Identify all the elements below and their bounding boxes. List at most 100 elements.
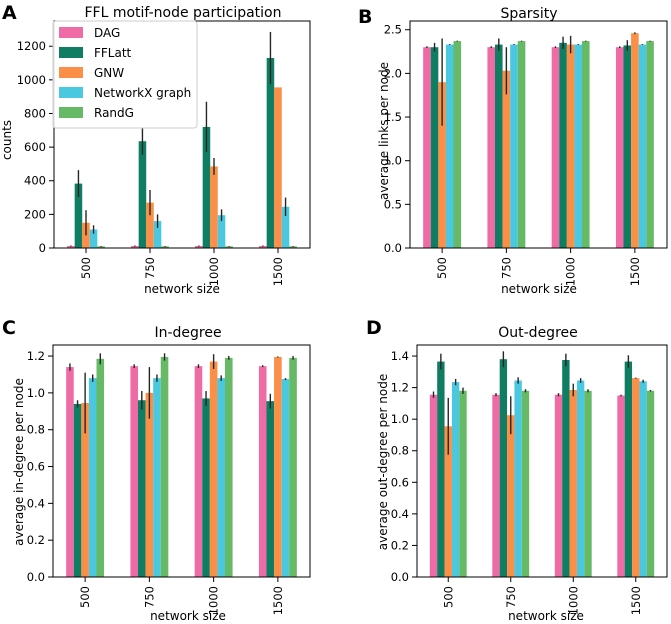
xtick-label-b-1: 750 (499, 257, 513, 279)
bar-d-1-3 (624, 361, 633, 577)
plot-frame-c (52, 344, 311, 578)
bar-c-3-3 (281, 379, 290, 577)
bar-d-0-0 (429, 394, 438, 577)
panel-c: C In-degree average in-degree per node n… (2, 317, 311, 623)
xtick-label-c-2: 1000 (207, 586, 221, 615)
bar-c-2-3 (274, 356, 282, 577)
panel-a: A FFL motif-node participation counts ne… (0, 2, 311, 296)
legend-swatch-randg (59, 107, 83, 118)
bar-b-0-3 (615, 47, 624, 248)
panel-d: D Out-degree average out-degree per node… (366, 317, 668, 623)
legend-label-dag: DAG (94, 26, 120, 40)
bar-b-1-0 (430, 47, 439, 248)
legend-label-gnw: GNW (94, 66, 124, 80)
xtick-label-d-1: 750 (504, 586, 518, 608)
bar-d-2-1 (507, 415, 515, 577)
bar-d-0-3 (617, 395, 625, 577)
bar-d-4-2 (584, 390, 592, 577)
bar-a-3-3 (281, 206, 290, 248)
bar-c-0-3 (258, 366, 267, 577)
bar-d-3-0 (451, 382, 460, 577)
panel-a-xlabel: network size (144, 282, 220, 296)
ytick-label-b-3: 1.5 (384, 110, 402, 124)
bar-c-0-0 (66, 367, 74, 577)
bar-a-3-2 (217, 215, 226, 248)
panel-c-plot: 0.0 0.2 0.4 0.6 0.8 1.0 1.2 500 750 1000 1500 (27, 344, 311, 615)
bar-d-4-3 (646, 390, 655, 577)
xtick-label-a-1: 750 (143, 257, 157, 279)
bar-a-1-0 (74, 183, 83, 248)
bar-d-0-2 (554, 394, 563, 577)
bar-b-3-1 (510, 44, 518, 249)
bar-d-3-1 (514, 380, 522, 577)
bar-c-0-1 (130, 366, 139, 577)
bar-b-2-2 (566, 44, 575, 249)
panel-b-xlabel: network size (501, 282, 577, 296)
panel-a-legend: DAG FFLatt GNW NetworkX graph RandG (52, 20, 198, 129)
bar-d-1-2 (562, 359, 570, 577)
bar-a-3-1 (153, 221, 162, 248)
bar-d-4-1 (521, 390, 530, 577)
ytick-label-a-3: 600 (24, 140, 46, 154)
bar-b-4-1 (517, 41, 526, 249)
bar-d-0-1 (492, 394, 500, 577)
bar-d-3-3 (639, 381, 647, 577)
bar-b-0-0 (423, 47, 431, 248)
bar-c-3-0 (88, 378, 97, 577)
bar-c-1-0 (73, 403, 82, 577)
bar-c-2-2 (209, 361, 218, 577)
bar-c-4-3 (289, 357, 297, 577)
panel-c-ylabel: average in-degree per node (12, 378, 26, 546)
bar-a-1-1 (138, 141, 147, 248)
bar-c-4-2 (224, 357, 233, 577)
bar-b-2-1 (502, 70, 511, 248)
panel-a-ylabel: counts (0, 120, 14, 160)
legend-swatch-gnw (59, 67, 83, 78)
bar-b-1-2 (559, 42, 567, 249)
ytick-label-a-1: 200 (24, 207, 46, 221)
bar-a-0-3 (259, 245, 267, 248)
bar-c-1-1 (138, 400, 146, 577)
panel-a-letter: A (2, 2, 17, 24)
bar-c-2-1 (145, 392, 154, 577)
bar-a-1-2 (202, 126, 211, 248)
bar-b-0-1 (487, 47, 496, 248)
bar-a-2-3 (274, 87, 282, 248)
panel-a-title: FFL motif-node participation (84, 5, 281, 21)
ytick-label-b-1: 0.5 (384, 197, 402, 211)
panel-b: B Sparsity average links per node networ… (358, 6, 668, 296)
ytick-label-d-6: 1.2 (391, 381, 409, 395)
panel-c-letter: C (2, 317, 16, 339)
xtick-label-c-1: 750 (142, 586, 156, 608)
ytick-label-a-0: 0 (39, 241, 46, 255)
bar-d-1-1 (499, 359, 508, 577)
legend-label-fflatt: FFLatt (94, 46, 132, 60)
ytick-label-d-2: 0.4 (391, 507, 409, 521)
ytick-label-a-4: 800 (24, 106, 46, 120)
ytick-label-d-4: 0.8 (391, 444, 409, 458)
bar-a-2-2 (210, 166, 218, 248)
panel-b-plot: 0.0 0.5 1.0 1.5 2.0 2.5 500 750 1000 1500 (384, 20, 668, 286)
plot-frame-d (416, 344, 668, 578)
panel-d-plot: 0.0 0.2 0.4 0.6 0.8 1.0 1.2 1.4 500 750 1000 1500 (391, 344, 668, 615)
bar-b-3-2 (574, 44, 582, 249)
xtick-label-a-0: 500 (79, 257, 93, 279)
xtick-label-d-3: 1500 (629, 586, 643, 615)
ytick-label-c-0: 0.0 (27, 570, 45, 584)
panel-d-ylabel: average out-degree per node (376, 374, 390, 550)
xtick-label-b-2: 1000 (564, 257, 578, 286)
legend-swatch-dag (59, 27, 83, 38)
xtick-label-a-3: 1500 (271, 257, 285, 286)
bar-b-1-3 (623, 45, 632, 249)
bar-d-2-2 (569, 389, 577, 577)
legend-frame (52, 20, 198, 129)
legend-swatch-fflatt (59, 47, 83, 58)
bar-b-4-2 (581, 41, 590, 249)
panel-b-letter: B (358, 6, 372, 28)
panel-d-letter: D (366, 317, 382, 339)
panel-c-title: In-degree (154, 325, 221, 341)
ytick-label-d-3: 0.6 (391, 475, 409, 489)
bar-a-4-2 (225, 246, 233, 248)
xtick-label-c-0: 500 (78, 586, 92, 608)
